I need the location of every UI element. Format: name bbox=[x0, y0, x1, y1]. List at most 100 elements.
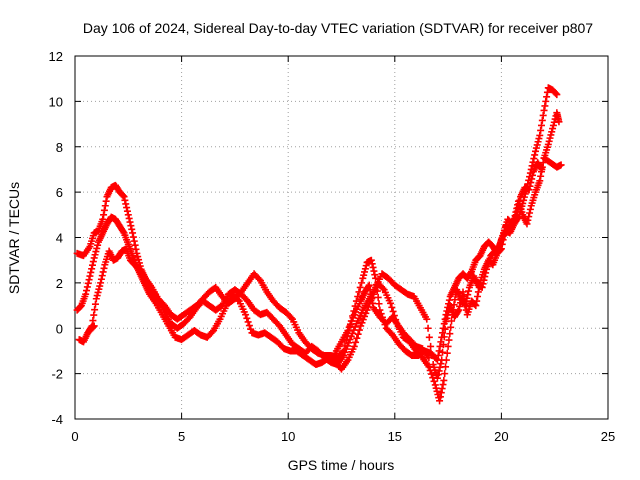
series-1 bbox=[73, 84, 561, 364]
data-point bbox=[102, 197, 110, 205]
data-point bbox=[543, 93, 551, 101]
data-point bbox=[523, 220, 531, 228]
series-2 bbox=[73, 159, 546, 405]
data-point bbox=[379, 284, 387, 292]
data-point bbox=[423, 315, 431, 323]
data-point bbox=[432, 384, 440, 392]
data-point bbox=[472, 302, 480, 310]
data-point bbox=[526, 182, 534, 190]
data-point bbox=[545, 137, 553, 145]
data-point bbox=[542, 97, 550, 105]
data-point bbox=[83, 287, 91, 295]
data-point bbox=[460, 292, 468, 300]
data-point bbox=[442, 317, 450, 325]
data-point bbox=[525, 186, 533, 194]
data-point bbox=[367, 256, 375, 264]
data-point bbox=[234, 296, 242, 304]
data-point bbox=[119, 192, 127, 200]
data-point bbox=[369, 299, 377, 307]
data-point bbox=[538, 163, 546, 171]
data-point bbox=[128, 225, 136, 233]
data-point bbox=[537, 121, 545, 129]
data-point bbox=[122, 200, 130, 208]
data-point bbox=[446, 330, 454, 338]
data-point bbox=[388, 303, 396, 311]
data-point bbox=[543, 88, 551, 96]
data-point bbox=[342, 345, 350, 353]
y-axis-label: SDTVAR / TECUs bbox=[6, 182, 22, 294]
data-point bbox=[436, 393, 444, 401]
data-point bbox=[465, 287, 473, 295]
data-point bbox=[340, 351, 348, 359]
data-point bbox=[475, 283, 483, 291]
data-point bbox=[524, 216, 532, 224]
data-point bbox=[544, 140, 552, 148]
data-point bbox=[119, 228, 127, 236]
data-point bbox=[533, 141, 541, 149]
series-3 bbox=[75, 109, 563, 382]
x-axis-label: GPS time / hours bbox=[288, 457, 395, 473]
data-point bbox=[434, 371, 442, 379]
series-4 bbox=[86, 154, 565, 362]
data-point bbox=[95, 285, 103, 293]
data-point bbox=[84, 279, 92, 287]
data-point bbox=[345, 339, 353, 347]
data-point bbox=[433, 374, 441, 382]
data-point bbox=[536, 177, 544, 185]
data-point bbox=[443, 314, 451, 322]
data-point bbox=[99, 268, 107, 276]
data-point bbox=[425, 354, 433, 362]
data-point bbox=[349, 314, 357, 322]
data-point bbox=[132, 245, 140, 253]
data-point bbox=[343, 342, 351, 350]
data-point bbox=[89, 258, 97, 266]
data-point bbox=[255, 275, 263, 283]
data-point bbox=[92, 248, 100, 256]
data-point bbox=[129, 233, 137, 241]
data-point bbox=[439, 381, 447, 389]
data-point bbox=[350, 326, 358, 334]
data-point bbox=[438, 356, 446, 364]
data-point bbox=[100, 206, 108, 214]
data-point bbox=[424, 324, 432, 332]
data-point bbox=[90, 254, 98, 262]
data-point bbox=[440, 333, 448, 341]
data-point bbox=[243, 314, 251, 322]
data-point bbox=[354, 330, 362, 338]
data-point bbox=[92, 295, 100, 303]
data-point bbox=[456, 299, 464, 307]
data-point bbox=[99, 215, 107, 223]
data-point bbox=[98, 272, 106, 280]
data-point bbox=[127, 222, 135, 230]
data-point bbox=[443, 349, 451, 357]
data-point bbox=[360, 271, 368, 279]
axis-ticks: 0 5 10 15 20 25 -4 -2 0 2 4 6 8 10 12 bbox=[49, 49, 616, 444]
data-point bbox=[532, 144, 540, 152]
data-point bbox=[530, 155, 538, 163]
data-point bbox=[537, 126, 545, 134]
data-point bbox=[531, 151, 539, 159]
data-point bbox=[125, 214, 133, 222]
data-point bbox=[525, 213, 533, 221]
data-point bbox=[348, 317, 356, 325]
data-point bbox=[354, 292, 362, 300]
data-point bbox=[528, 175, 536, 183]
data-point bbox=[527, 179, 535, 187]
data-point bbox=[534, 138, 542, 146]
data-point bbox=[427, 370, 435, 378]
data-point bbox=[537, 172, 545, 180]
data-point bbox=[91, 306, 99, 314]
data-point bbox=[535, 135, 543, 143]
data-point bbox=[345, 323, 353, 331]
data-point bbox=[352, 338, 360, 346]
chart-title: Day 106 of 2024, Sidereal Day-to-day VTE… bbox=[83, 20, 593, 36]
data-point bbox=[82, 290, 90, 298]
data-point bbox=[546, 134, 554, 142]
data-point bbox=[369, 263, 377, 271]
data-point bbox=[349, 329, 357, 337]
data-point bbox=[438, 385, 446, 393]
data-point bbox=[549, 125, 557, 133]
x-tick-label: 25 bbox=[601, 429, 615, 444]
y-tick-label: 8 bbox=[56, 140, 63, 155]
